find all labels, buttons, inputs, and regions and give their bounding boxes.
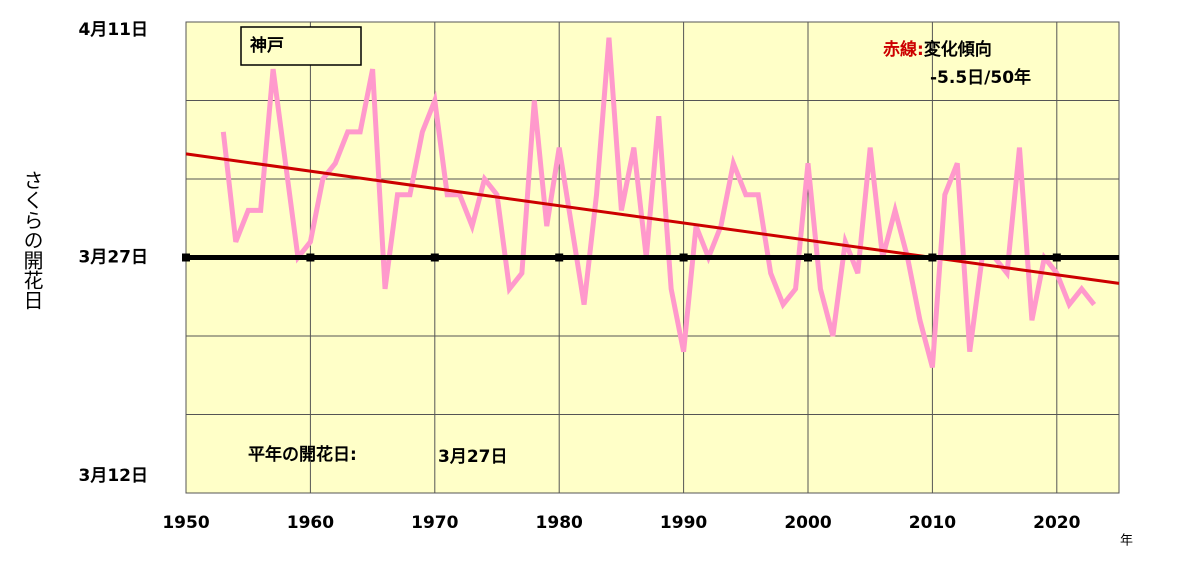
marker: [804, 253, 812, 262]
y-tick-label: 3月12日: [79, 466, 149, 486]
marker: [306, 253, 315, 262]
series-line: [185, 152, 1120, 285]
y-axis-label: さくらの開花日: [20, 170, 44, 310]
y-tick-label: 3月27日: [79, 248, 149, 268]
x-tick-label: 1990: [660, 513, 707, 533]
annotation-part: 赤線: [883, 39, 917, 60]
x-tick-label: 1960: [287, 513, 334, 533]
x-tick-label: 1970: [411, 513, 458, 533]
x-tick-label: 2010: [909, 513, 956, 533]
marker: [1052, 253, 1061, 262]
series-line: [220, 37, 1097, 369]
marker: [679, 253, 688, 262]
x-axis-label: 年: [1120, 534, 1133, 549]
x-tick-label: 2000: [784, 513, 831, 533]
marker: [555, 253, 564, 262]
normal-label: 平年の開花日:: [248, 444, 357, 465]
marker: [430, 253, 439, 262]
y-tick-label: 4月11日: [79, 20, 149, 40]
trend-annotation: 赤線:変化傾向: [883, 39, 992, 60]
trend-value: -5.5日/50年: [930, 67, 1031, 88]
title-box: [240, 26, 362, 66]
x-tick-label: 1980: [536, 513, 583, 533]
annotation-part: 変化傾向: [924, 39, 992, 60]
normal-value: 3月27日: [438, 447, 508, 467]
chart-title: 神戸: [250, 35, 284, 56]
x-tick-label: 1950: [162, 513, 209, 533]
x-tick-label: 2020: [1033, 513, 1080, 533]
annotation-part: :: [917, 40, 924, 60]
marker: [182, 253, 190, 262]
marker: [928, 253, 937, 262]
